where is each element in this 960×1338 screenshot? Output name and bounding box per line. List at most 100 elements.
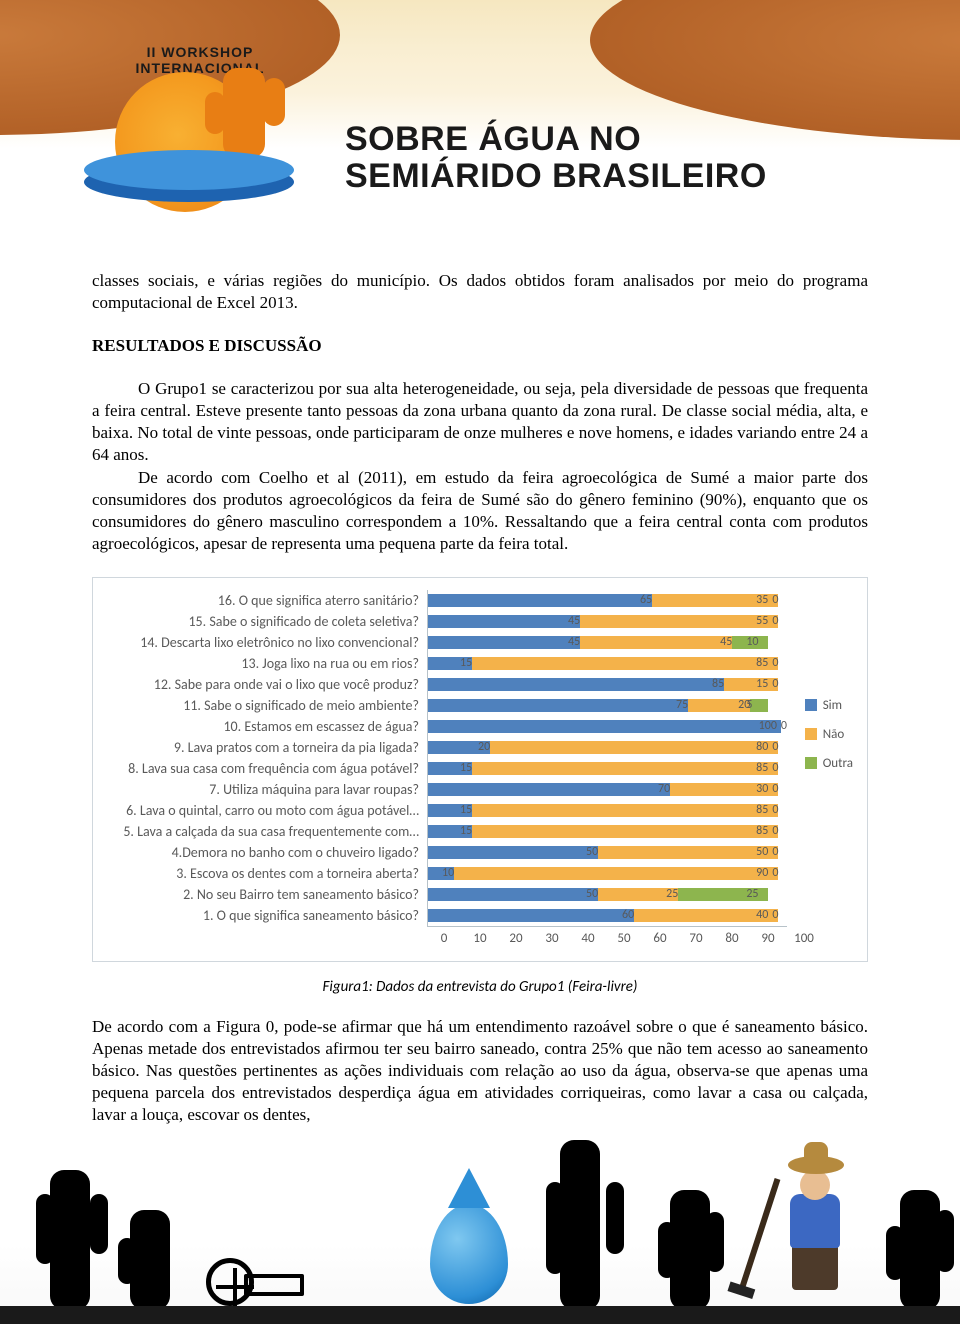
chart-value-label: 50 — [756, 845, 768, 859]
chart-plot-area: 6535045550454510158508515075205100020800… — [427, 590, 787, 927]
chart-value-label: 20 — [478, 740, 490, 754]
chart-value-label: 40 — [756, 908, 768, 922]
chart-bar-segment — [428, 846, 608, 859]
chart-bar-segment — [490, 741, 778, 754]
chart-bar-row: 45 55 0 — [428, 611, 787, 632]
chart-bar-row: 454510 — [428, 632, 787, 653]
chart-value-label: 65 — [640, 593, 652, 607]
chart-value-label: 0 — [772, 782, 778, 796]
chart-bar-segment — [472, 762, 778, 775]
chart-value-label: 0 — [772, 677, 778, 691]
legend-item: Outra — [805, 756, 853, 771]
survey-chart: 16. O que significa aterro sanitário?15.… — [92, 577, 868, 962]
chart-x-tick: 90 — [750, 931, 786, 946]
chart-row-label: 11. Sabe o significado de meio ambiente? — [101, 695, 419, 716]
chart-value-label: 15 — [756, 677, 768, 691]
chart-bar-row: 502525 — [428, 884, 787, 905]
chart-row-label: 10. Estamos em escassez de água? — [101, 716, 419, 737]
chart-bar-segment — [472, 804, 778, 817]
chart-bar-row: 1000 — [428, 716, 787, 737]
chart-bar-segment — [428, 699, 698, 712]
logo-arc-text: II WORKSHOP INTERNACIONAL — [85, 44, 315, 76]
legend-swatch — [805, 699, 817, 711]
legend-swatch — [805, 728, 817, 740]
chart-x-tick: 80 — [714, 931, 750, 946]
chart-row-label: 12. Sabe para onde vai o lixo que você p… — [101, 674, 419, 695]
cactus-icon — [50, 1170, 90, 1310]
chart-value-label: 80 — [756, 740, 768, 754]
chart-value-label: 50 — [586, 887, 598, 901]
chart-row-label: 7. Utiliza máquina para lavar roupas? — [101, 779, 419, 800]
chart-value-label: 0 — [772, 845, 778, 859]
cart-icon — [200, 1252, 310, 1306]
chart-value-label: 0 — [772, 908, 778, 922]
chart-bar-row: 65 35 0 — [428, 590, 787, 611]
chart-bar-row: 85 15 0 — [428, 674, 787, 695]
chart-bar-row: 10 90 0 — [428, 863, 787, 884]
title-line2: SEMIÁRIDO BRASILEIRO — [345, 157, 767, 196]
chart-value-label: 0 — [772, 656, 778, 670]
paragraph-4: De acordo com a Figura 0, pode-se afirma… — [92, 1016, 868, 1126]
chart-bar-row: 50500 — [428, 842, 787, 863]
chart-value-label: 0 — [772, 614, 778, 628]
chart-value-label: 0 — [772, 740, 778, 754]
chart-row-label: 8. Lava sua casa com frequência com água… — [101, 758, 419, 779]
chart-value-label: 85 — [756, 824, 768, 838]
chart-value-label: 15 — [460, 761, 472, 775]
chart-value-label: 60 — [622, 908, 634, 922]
paragraph-intro: classes sociais, e várias regiões do mun… — [92, 270, 868, 314]
chart-value-label: 55 — [756, 614, 768, 628]
chart-bar-segment — [428, 594, 662, 607]
chart-bar-segment — [598, 846, 778, 859]
chart-value-label: 85 — [756, 656, 768, 670]
title-line1: SOBRE ÁGUA NO — [345, 120, 767, 159]
chart-bar-row: 75205 — [428, 695, 787, 716]
chart-row-label: 1. O que significa saneamento básico? — [101, 905, 419, 926]
chart-bar-segment — [428, 615, 590, 628]
chart-value-label: 0 — [772, 866, 778, 880]
chart-value-label: 0 — [772, 761, 778, 775]
chart-row-label: 3. Escova os dentes com a torneira abert… — [101, 863, 419, 884]
legend-label: Não — [823, 727, 844, 742]
chart-bar-segment — [472, 825, 778, 838]
chart-x-tick: 60 — [642, 931, 678, 946]
chart-bar-segment — [580, 636, 742, 649]
chart-bar-segment — [454, 867, 778, 880]
chart-x-tick: 50 — [606, 931, 642, 946]
paragraph-3: De acordo com Coelho et al (2011), em es… — [92, 467, 868, 555]
chart-bar-segment — [750, 699, 768, 712]
chart-value-label: 85 — [756, 761, 768, 775]
chart-bar-segment — [428, 783, 680, 796]
chart-value-label: 45 — [568, 614, 580, 628]
chart-value-label: 15 — [460, 656, 472, 670]
chart-value-label: 90 — [756, 866, 768, 880]
chart-value-label: 10 — [746, 635, 758, 649]
chart-value-label: 0 — [772, 593, 778, 607]
chart-value-label: 35 — [756, 593, 768, 607]
page-banner: II WORKSHOP INTERNACIONAL SOBRE ÁGUA NO … — [0, 0, 960, 270]
logo-wave-icon — [84, 146, 294, 212]
chart-value-label: 85 — [712, 677, 724, 691]
water-drop-icon — [430, 1204, 508, 1304]
ground-line — [0, 1306, 960, 1324]
chart-bar-row: 70300 — [428, 779, 787, 800]
figure-caption: Figura1: Dados da entrevista do Grupo1 (… — [92, 978, 868, 996]
chart-value-label: 85 — [756, 803, 768, 817]
chart-bar-segment — [428, 909, 644, 922]
legend-label: Sim — [823, 698, 842, 713]
chart-y-labels: 16. O que significa aterro sanitário?15.… — [101, 590, 427, 927]
chart-value-label: 10 — [442, 866, 454, 880]
chart-x-tick: 30 — [534, 931, 570, 946]
chart-x-tick: 70 — [678, 931, 714, 946]
section-heading: RESULTADOS E DISCUSSÃO — [92, 336, 868, 356]
chart-bar-segment — [472, 657, 778, 670]
chart-bar-row: 15850 — [428, 821, 787, 842]
chart-value-label: 0 — [772, 824, 778, 838]
footer-illustration — [0, 1126, 960, 1324]
chart-x-axis: 0102030405060708090100 — [101, 927, 857, 953]
chart-row-label: 4.Demora no banho com o chuveiro ligado? — [101, 842, 419, 863]
chart-row-label: 5. Lava a calçada da sua casa frequentem… — [101, 821, 419, 842]
chart-bar-segment — [580, 615, 778, 628]
logo-cactus-icon — [223, 68, 265, 158]
chart-bar-row: 15 85 0 — [428, 758, 787, 779]
